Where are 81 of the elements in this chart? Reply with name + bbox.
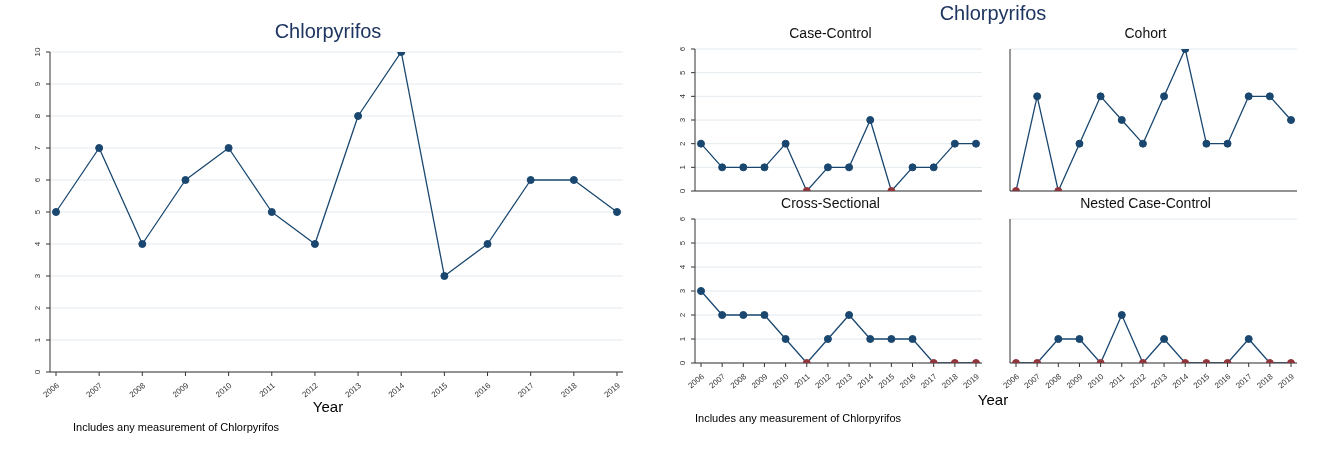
y-tick-label: 9 bbox=[33, 81, 42, 87]
point bbox=[908, 335, 917, 343]
point bbox=[718, 163, 727, 172]
point bbox=[1244, 92, 1253, 101]
point bbox=[760, 311, 769, 319]
point bbox=[823, 335, 832, 343]
y-tick-label: 4 bbox=[33, 241, 42, 247]
point bbox=[929, 163, 938, 172]
point bbox=[181, 176, 190, 184]
point bbox=[526, 176, 535, 184]
chart-title: Nested Case-Control bbox=[1079, 195, 1212, 213]
y-tick-label: 5 bbox=[33, 209, 42, 215]
y-tick-label: 10 bbox=[33, 47, 42, 57]
y-tick-label: 1 bbox=[678, 164, 687, 170]
point bbox=[483, 240, 492, 248]
point bbox=[440, 272, 449, 280]
point bbox=[138, 240, 147, 248]
point bbox=[845, 163, 854, 172]
point bbox=[1075, 139, 1084, 148]
y-tick-label: 3 bbox=[33, 273, 42, 279]
y-tick-label: 6 bbox=[33, 177, 42, 183]
point bbox=[823, 163, 832, 172]
point bbox=[739, 311, 748, 319]
chart-title: Case-Control bbox=[788, 25, 873, 43]
point bbox=[697, 139, 705, 148]
y-tick-label: 4 bbox=[678, 264, 687, 270]
point bbox=[613, 208, 621, 216]
y-tick-label: 7 bbox=[33, 145, 42, 151]
text: Year bbox=[976, 391, 1010, 408]
y-tick-label: 0 bbox=[678, 360, 687, 366]
y-tick-label: 1 bbox=[33, 337, 42, 343]
point bbox=[972, 139, 980, 148]
y-tick-label: 2 bbox=[33, 305, 42, 311]
point bbox=[1033, 92, 1042, 101]
point bbox=[845, 311, 854, 319]
chart-title: Cohort bbox=[1123, 25, 1168, 43]
point bbox=[718, 311, 727, 319]
y-tick-label: 8 bbox=[33, 113, 42, 119]
y-tick-label: 2 bbox=[678, 312, 687, 318]
point bbox=[310, 240, 319, 248]
point bbox=[1265, 92, 1274, 101]
y-tick-label: 6 bbox=[678, 216, 687, 222]
point bbox=[1287, 116, 1295, 124]
y-tick-label: 0 bbox=[678, 188, 687, 194]
point bbox=[95, 144, 104, 152]
point bbox=[224, 144, 233, 152]
y-tick-label: 5 bbox=[678, 240, 687, 246]
y-tick-label: 5 bbox=[678, 69, 687, 75]
y-tick-label: 4 bbox=[678, 93, 687, 99]
point bbox=[1117, 116, 1126, 124]
text: Includes any measurement of Chlorpyrifos bbox=[695, 412, 903, 424]
point bbox=[950, 139, 959, 148]
point bbox=[1202, 139, 1211, 148]
chart-title: Chlorpyrifos bbox=[273, 20, 383, 44]
y-tick-label: 1 bbox=[678, 336, 687, 342]
point bbox=[569, 176, 578, 184]
point bbox=[354, 112, 363, 120]
point bbox=[760, 163, 769, 172]
y-tick-label: 0 bbox=[33, 369, 42, 375]
y-tick-label: 2 bbox=[678, 140, 687, 146]
point bbox=[267, 208, 276, 216]
point bbox=[1160, 92, 1169, 101]
point bbox=[1223, 139, 1232, 148]
point bbox=[1138, 139, 1147, 148]
point bbox=[866, 335, 875, 343]
chart-title: Cross-Sectional bbox=[780, 195, 881, 213]
point bbox=[866, 116, 875, 124]
point bbox=[887, 335, 896, 343]
point bbox=[739, 163, 748, 172]
y-tick-label: 3 bbox=[678, 288, 687, 294]
point bbox=[908, 163, 917, 172]
text: Includes any measurement of Chlorpyrifos bbox=[73, 421, 281, 433]
point bbox=[781, 139, 790, 148]
point bbox=[697, 287, 705, 295]
point bbox=[781, 335, 790, 343]
point bbox=[52, 208, 60, 216]
y-tick-label: 6 bbox=[678, 46, 687, 52]
point bbox=[1096, 92, 1105, 101]
text: Chlorpyrifos bbox=[938, 2, 1048, 25]
y-tick-label: 3 bbox=[678, 117, 687, 123]
x-axis-title: Year bbox=[311, 398, 345, 415]
